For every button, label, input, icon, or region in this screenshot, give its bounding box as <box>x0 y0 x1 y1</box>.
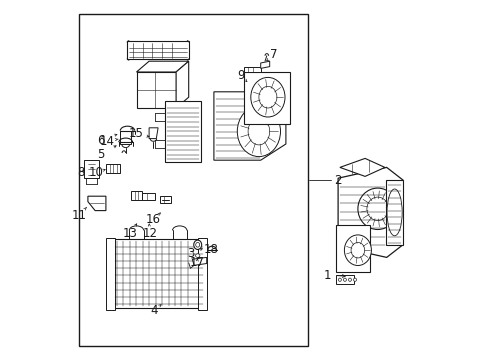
Polygon shape <box>88 196 106 211</box>
Ellipse shape <box>344 235 371 266</box>
Ellipse shape <box>250 77 285 117</box>
Ellipse shape <box>195 243 199 247</box>
Text: 16: 16 <box>145 213 160 226</box>
Text: 12: 12 <box>142 227 157 240</box>
Ellipse shape <box>366 197 387 220</box>
Bar <box>79 14 307 346</box>
Ellipse shape <box>348 278 351 282</box>
Polygon shape <box>176 61 188 108</box>
Polygon shape <box>213 76 285 160</box>
Ellipse shape <box>357 188 397 230</box>
Polygon shape <box>127 41 188 59</box>
Text: 3: 3 <box>186 247 194 260</box>
Text: 9: 9 <box>237 69 244 82</box>
Polygon shape <box>131 191 142 200</box>
Polygon shape <box>106 238 115 310</box>
Polygon shape <box>160 196 170 203</box>
Text: 10: 10 <box>88 166 103 179</box>
Polygon shape <box>244 67 260 72</box>
Polygon shape <box>149 128 158 139</box>
Text: 17: 17 <box>189 256 204 269</box>
Polygon shape <box>260 61 269 68</box>
Polygon shape <box>336 225 370 272</box>
Text: 2: 2 <box>334 174 341 186</box>
Text: 1: 1 <box>323 269 330 282</box>
Polygon shape <box>136 61 188 72</box>
Text: 6: 6 <box>97 134 104 147</box>
Ellipse shape <box>343 278 346 282</box>
Ellipse shape <box>247 118 269 145</box>
Polygon shape <box>385 180 402 245</box>
Polygon shape <box>192 257 206 265</box>
Text: 13: 13 <box>122 227 137 240</box>
Polygon shape <box>84 160 99 178</box>
Polygon shape <box>337 167 402 257</box>
Ellipse shape <box>338 278 341 282</box>
Text: 15: 15 <box>129 127 143 140</box>
Polygon shape <box>339 158 384 176</box>
Ellipse shape <box>193 240 201 249</box>
Polygon shape <box>142 193 154 200</box>
Text: 5: 5 <box>97 148 104 161</box>
Polygon shape <box>197 238 206 310</box>
Text: 8: 8 <box>77 166 84 179</box>
Polygon shape <box>165 101 201 162</box>
Polygon shape <box>336 275 354 284</box>
Text: 7: 7 <box>270 48 277 61</box>
Polygon shape <box>106 164 120 173</box>
Text: 4: 4 <box>150 304 157 317</box>
Text: 11: 11 <box>71 209 86 222</box>
Polygon shape <box>136 72 176 108</box>
Ellipse shape <box>350 243 364 258</box>
Polygon shape <box>244 72 289 124</box>
Ellipse shape <box>195 254 200 257</box>
Ellipse shape <box>237 106 280 157</box>
Ellipse shape <box>386 189 401 236</box>
Polygon shape <box>111 239 201 308</box>
Polygon shape <box>120 131 131 144</box>
Text: 14: 14 <box>99 135 114 148</box>
Ellipse shape <box>258 86 276 108</box>
Text: 18: 18 <box>203 243 218 256</box>
Ellipse shape <box>353 278 356 282</box>
